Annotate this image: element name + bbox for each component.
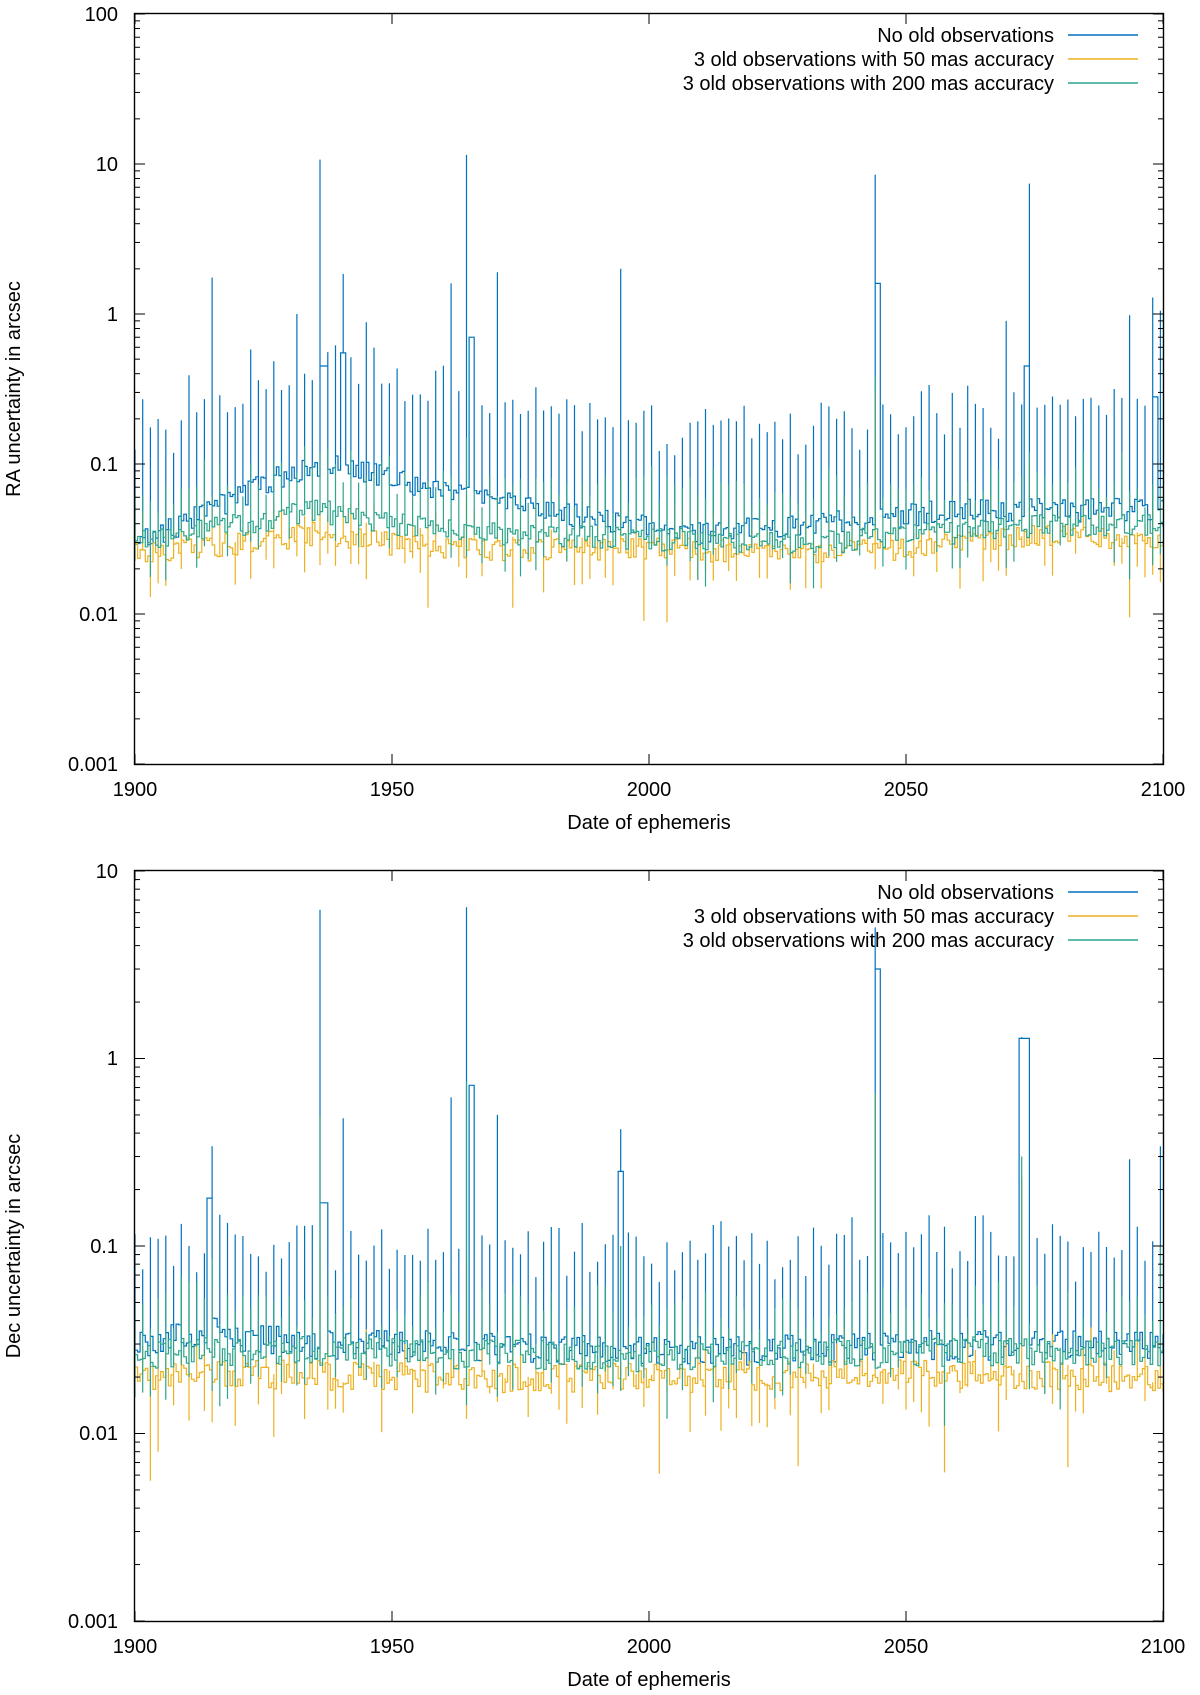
ra-y-axis-title: RA uncertainty in arcsec — [3, 281, 25, 497]
ra-x-tick-label: 1950 — [370, 779, 415, 801]
ra-legend-label: 3 old observations with 50 mas accuracy — [694, 49, 1054, 71]
dec-legend-label: 3 old observations with 200 mas accuracy — [683, 930, 1054, 952]
ra-x-tick-label: 2100 — [1141, 779, 1186, 801]
dec-y-tick-label: 1 — [107, 1048, 118, 1070]
dec-plot-border — [133, 869, 1165, 1623]
dec-x-tick-label: 2050 — [884, 1636, 929, 1658]
ra-x-tick-label: 2000 — [627, 779, 672, 801]
dec-axis-ticks — [134, 870, 1164, 1622]
ra-plot-area — [134, 154, 1164, 623]
dec-x-axis-title: Date of ephemeris — [567, 1669, 730, 1691]
ra-legend: No old observations 3 old observations w… — [683, 25, 1138, 95]
dec-legend: No old observations 3 old observations w… — [683, 882, 1138, 952]
dec-x-tick-label: 2000 — [627, 1636, 672, 1658]
dec-y-tick-label: 0.1 — [90, 1236, 118, 1258]
ra-legend-label: No old observations — [877, 25, 1054, 47]
ra-plot-border — [133, 12, 1165, 766]
dec-chart-panel: 0.001 0.01 0.1 1 10 1900 1950 2000 2050 … — [3, 861, 1185, 1691]
ra-y-tick-label: 0.001 — [68, 754, 118, 776]
series-line-2 — [134, 392, 1164, 623]
ra-y-tick-label: 1 — [107, 304, 118, 326]
dec-plot-area — [134, 907, 1164, 1481]
ra-y-tick-label: 0.01 — [79, 604, 118, 626]
dec-y-tick-label: 0.01 — [79, 1423, 118, 1445]
ra-y-tick-label: 0.1 — [90, 454, 118, 476]
ra-x-axis-title: Date of ephemeris — [567, 812, 730, 834]
dec-legend-label: No old observations — [877, 882, 1054, 904]
ra-y-tick-label: 100 — [85, 4, 118, 26]
ra-x-tick-label: 2050 — [884, 779, 929, 801]
dec-y-tick-label: 0.001 — [68, 1611, 118, 1633]
dec-legend-label: 3 old observations with 50 mas accuracy — [694, 906, 1054, 928]
series-line-3 — [134, 1081, 1164, 1426]
series-line-3 — [134, 377, 1164, 589]
ra-y-tick-label: 10 — [96, 154, 118, 176]
dec-x-tick-label: 1900 — [113, 1636, 158, 1658]
ra-x-tick-label: 1900 — [113, 779, 158, 801]
ra-chart-panel: 0.001 0.01 0.1 1 10 100 1900 1950 2000 2… — [3, 4, 1185, 834]
dec-x-tick-label: 2100 — [1141, 1636, 1186, 1658]
dec-x-tick-label: 1950 — [370, 1636, 415, 1658]
dec-y-tick-label: 10 — [96, 861, 118, 883]
ra-legend-label: 3 old observations with 200 mas accuracy — [683, 73, 1054, 95]
dec-y-axis-title: Dec uncertainty in arcsec — [3, 1134, 25, 1359]
